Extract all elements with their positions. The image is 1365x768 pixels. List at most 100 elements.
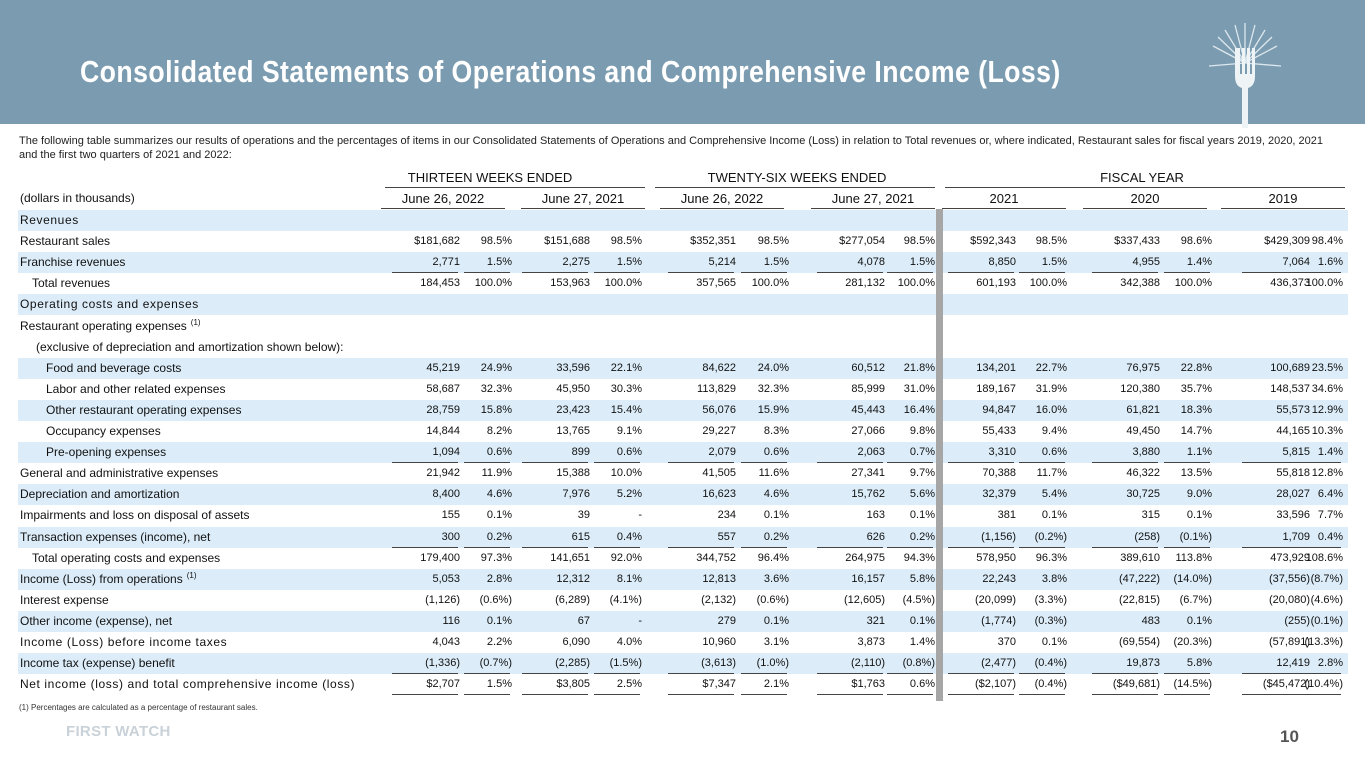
- group-header: TWENTY-SIX WEEKS ENDED: [707, 170, 887, 185]
- cell: 436,373: [1270, 277, 1310, 290]
- cell: 0.4%: [1317, 530, 1343, 543]
- cell: 41,505: [702, 467, 736, 480]
- column-header: 2021: [989, 191, 1019, 206]
- cell: 148,537: [1270, 382, 1310, 395]
- cell: 1,094: [432, 446, 460, 459]
- column-header: June 26, 2022: [680, 191, 764, 206]
- cell: $2,707: [426, 678, 460, 691]
- cell: (0.7%): [479, 657, 512, 670]
- cell: $352,351: [690, 235, 736, 248]
- cell: 11.9%: [481, 467, 512, 480]
- cell: $151,688: [544, 235, 590, 248]
- cell: 5,815: [1282, 446, 1310, 459]
- cell: 9.7%: [909, 467, 935, 480]
- cell: (12,605): [844, 593, 885, 606]
- column-header: June 27, 2021: [831, 191, 915, 206]
- row-label: (exclusive of depreciation and amortizat…: [36, 339, 344, 354]
- cell: 33,596: [1276, 509, 1310, 522]
- cell: 357,565: [696, 277, 736, 290]
- cell: 279: [717, 614, 736, 627]
- cell: 32.3%: [480, 382, 512, 395]
- cell: 321: [866, 614, 885, 627]
- row-label: Labor and other related expenses: [46, 381, 226, 396]
- cell-rule: [741, 546, 787, 548]
- cell: 483: [1141, 614, 1160, 627]
- cell: (2,110): [850, 657, 885, 670]
- cell: 15,762: [851, 488, 885, 501]
- cell: 5.8%: [909, 572, 935, 585]
- cell: 31.0%: [903, 382, 935, 395]
- cell-rule: [1092, 546, 1158, 548]
- cell: 35.7%: [1180, 382, 1212, 395]
- cell: 97.3%: [480, 551, 512, 564]
- row-label: Income (Loss) before income taxes: [20, 635, 228, 649]
- cell: 0.1%: [763, 509, 789, 522]
- cell: 8.3%: [763, 425, 789, 437]
- label-header: (dollars in thousands): [20, 191, 135, 205]
- cell: 49,450: [1126, 425, 1160, 437]
- cell: 100.0%: [897, 277, 935, 290]
- cell-rule: [392, 694, 458, 696]
- cell-rule: [522, 272, 588, 274]
- cell: 100.0%: [604, 277, 642, 290]
- cell: 2.2%: [486, 636, 512, 648]
- cell: (4.1%): [609, 593, 642, 606]
- row-background: [18, 442, 1348, 464]
- cell: 6,090: [562, 636, 590, 648]
- cell: 0.6%: [486, 446, 512, 459]
- group-header: THIRTEEN WEEKS ENDED: [407, 170, 573, 185]
- cell: 9.1%: [616, 425, 642, 437]
- cell: 67: [577, 614, 590, 627]
- cell: 24.9%: [480, 361, 512, 374]
- cell: 12,312: [556, 572, 590, 585]
- cell: 32.3%: [757, 382, 789, 395]
- row-background: [18, 357, 1348, 379]
- cell: 0.6%: [909, 678, 935, 691]
- cell: 100.0%: [751, 277, 789, 290]
- cell-rule: [392, 272, 458, 274]
- column-header: June 26, 2022: [401, 191, 485, 206]
- cell: $429,309: [1264, 235, 1310, 248]
- cell-rule: [741, 272, 787, 274]
- column-rule: [1083, 208, 1207, 209]
- column-rule: [381, 208, 505, 209]
- cell: 29,227: [702, 425, 736, 437]
- cell: 0.1%: [486, 509, 512, 522]
- cell: 22.1%: [610, 361, 642, 374]
- cell-rule: [1164, 272, 1210, 274]
- cell-rule: [948, 272, 1014, 274]
- cell: 1.5%: [1041, 256, 1067, 269]
- cell: 2.8%: [1317, 657, 1343, 670]
- cell: 4,043: [432, 636, 460, 648]
- cell: 601,193: [976, 277, 1016, 290]
- cell: 4.0%: [616, 636, 642, 648]
- cell: 234: [717, 509, 736, 522]
- cell: 3,310: [988, 446, 1016, 459]
- cell: 30,725: [1126, 488, 1160, 501]
- row-label: Food and beverage costs: [46, 360, 182, 375]
- row-label: Income (Loss) from operations (1): [20, 570, 197, 586]
- cell: 98.5%: [480, 235, 512, 248]
- cell: 21.8%: [903, 361, 935, 374]
- cell: 1.5%: [486, 256, 512, 269]
- cell: (2,132): [701, 593, 736, 606]
- cell-rule: [741, 673, 787, 675]
- cell: 10.0%: [610, 467, 642, 480]
- cell-rule: [887, 272, 933, 274]
- cell: 55,818: [1276, 467, 1310, 480]
- column-rule: [1221, 208, 1345, 209]
- cell: 98.5%: [757, 235, 789, 248]
- cell: 381: [997, 509, 1016, 522]
- cell: (0.3%): [1034, 614, 1067, 627]
- cell: (3.3%): [1034, 593, 1067, 606]
- row-label: Depreciation and amortization: [20, 487, 180, 502]
- cell: 1.4%: [909, 636, 935, 648]
- cell: 98.5%: [610, 235, 642, 248]
- cell: 3.8%: [1041, 572, 1067, 585]
- row-label: Operating costs and expenses: [20, 297, 199, 312]
- footnote-marker: (1): [190, 317, 201, 327]
- cell: (4.6%): [1310, 593, 1343, 606]
- cell-rule: [1092, 272, 1158, 274]
- cell-rule: [1019, 546, 1065, 548]
- cell-rule: [668, 462, 734, 464]
